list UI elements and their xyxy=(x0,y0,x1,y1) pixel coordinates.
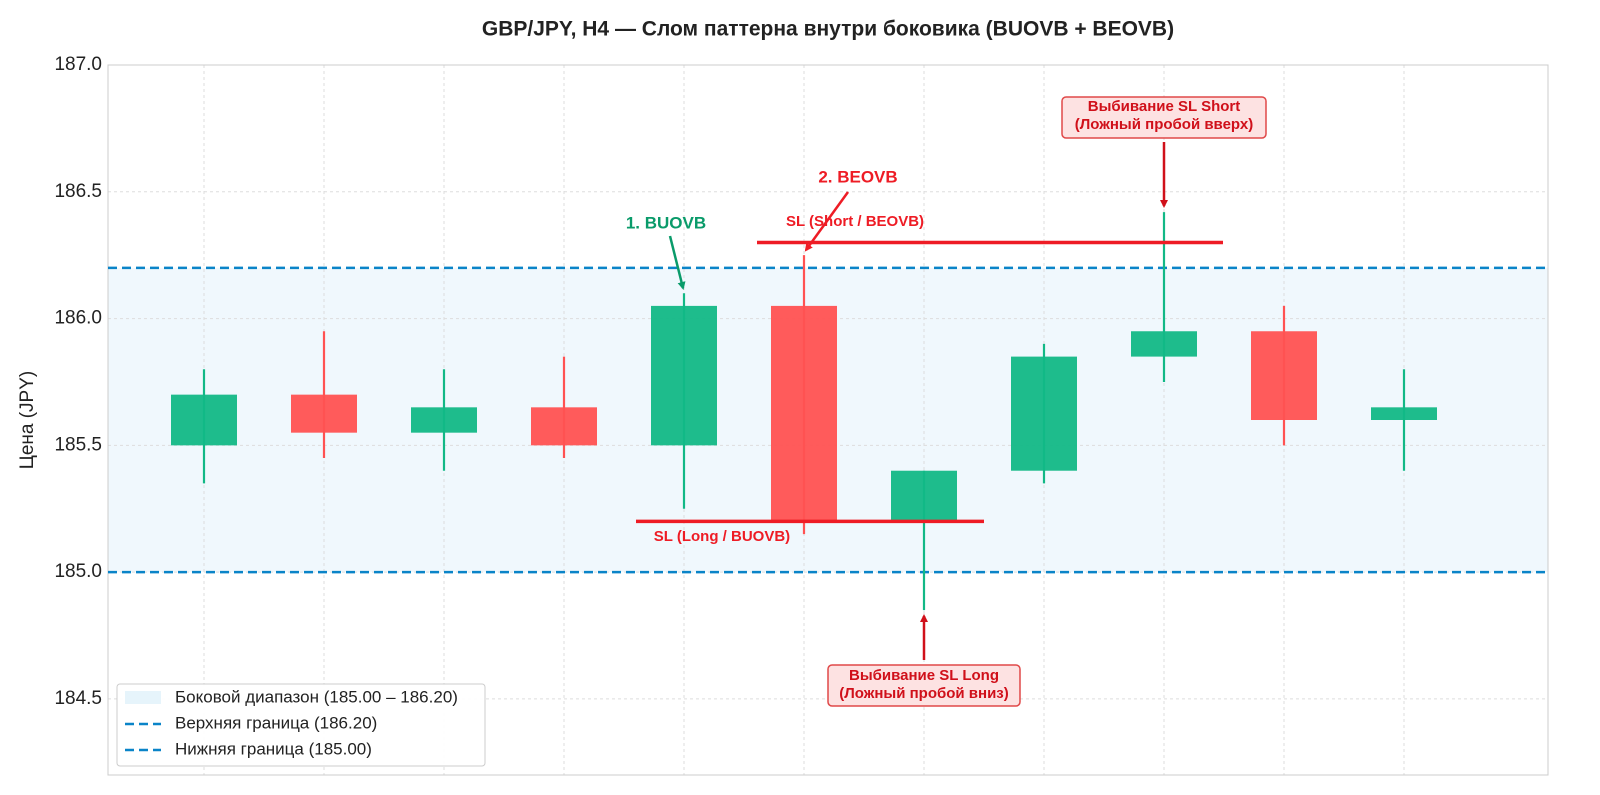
y-tick-label: 185.5 xyxy=(54,434,102,455)
legend-swatch xyxy=(125,691,161,704)
annotation-text: 1. BUOVB xyxy=(626,213,706,232)
candle-body xyxy=(291,394,357,433)
chart-title: GBP/JPY, H4 — Слом паттерна внутри боков… xyxy=(482,18,1174,41)
candle-body xyxy=(171,394,237,446)
plot-frame xyxy=(107,64,1549,776)
candle-body xyxy=(1251,331,1317,420)
candle-body xyxy=(651,305,717,446)
legend-label: Боковой диапазон (185.00 – 186.20) xyxy=(175,687,458,706)
annotation-arrow xyxy=(804,191,850,252)
y-tick-label: 184.5 xyxy=(54,688,102,709)
sl-label: SL (Short / BEOVB) xyxy=(786,213,924,230)
candle-body xyxy=(891,470,957,522)
legend-label: Верхняя граница (186.20) xyxy=(175,713,377,732)
annotation-box xyxy=(1061,96,1267,139)
candle-body xyxy=(1011,356,1077,471)
y-axis-label: Цена (JPY) xyxy=(17,371,38,469)
legend-label: Нижняя граница (185.00) xyxy=(175,739,372,758)
annotation-text: Выбивание SL Long xyxy=(849,667,999,684)
sl-label: SL (Long / BUOVB) xyxy=(654,528,790,545)
candle-body xyxy=(1371,407,1437,420)
annotation-text: 2. BEOVB xyxy=(818,167,897,186)
y-tick-label: 186.5 xyxy=(54,181,102,202)
candle-body xyxy=(531,407,597,446)
candle-body xyxy=(411,407,477,433)
legend-box xyxy=(116,683,486,767)
y-tick-label: 186.0 xyxy=(54,308,102,329)
candle-body xyxy=(771,305,837,522)
y-tick-label: 185.0 xyxy=(54,561,102,582)
annotation-text: (Ложный пробой вверх) xyxy=(1075,116,1253,133)
candle-body xyxy=(1131,331,1197,357)
annotation-text: (Ложный пробой вниз) xyxy=(839,685,1009,702)
annotation-text: Выбивание SL Short xyxy=(1088,98,1241,115)
y-tick-label: 187.0 xyxy=(54,54,102,75)
annotation-arrow xyxy=(668,235,686,290)
annotation-box xyxy=(827,664,1021,707)
